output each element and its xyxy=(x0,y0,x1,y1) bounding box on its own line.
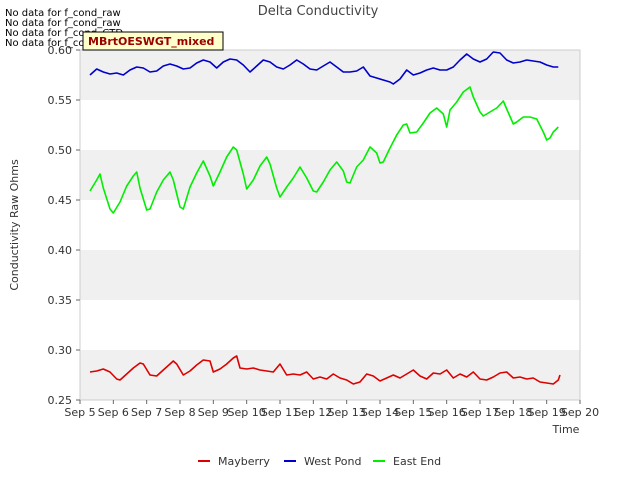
x-tick-label: Sep 12 xyxy=(294,406,332,419)
y-tick-label: 0.35 xyxy=(48,294,73,307)
x-tick-label: Sep 8 xyxy=(164,406,195,419)
legend-label: West Pond xyxy=(304,455,361,468)
site-badge-label: MBrtOESWGT_mixed xyxy=(88,35,214,48)
x-tick-label: Sep 14 xyxy=(361,406,399,419)
no-data-message: No data for f_cond_raw xyxy=(5,8,121,19)
x-tick-label: Sep 20 xyxy=(561,406,599,419)
x-tick-label: Sep 10 xyxy=(228,406,266,419)
y-tick-label: 0.45 xyxy=(48,194,73,207)
series-line-mayberry xyxy=(89,355,561,385)
grid-band xyxy=(80,50,580,100)
legend-item: Mayberry xyxy=(198,455,270,468)
chart-title: Delta Conductivity xyxy=(258,4,379,19)
y-tick-label: 0.40 xyxy=(48,244,73,257)
x-tick-label: Sep 13 xyxy=(328,406,366,419)
legend-label: East End xyxy=(393,455,441,468)
series-line-west-pond xyxy=(89,51,559,85)
x-tick-label: Sep 9 xyxy=(198,406,229,419)
legend-item: East End xyxy=(373,455,441,468)
x-tick-label: Sep 18 xyxy=(494,406,532,419)
x-tick-label: Sep 17 xyxy=(461,406,499,419)
x-tick-label: Sep 16 xyxy=(428,406,466,419)
series-line-east-end xyxy=(89,86,559,214)
grid-band xyxy=(80,300,580,350)
no-data-message: No data for f_cond_CTD xyxy=(5,28,124,39)
no-data-message: No data for f_cond_raw xyxy=(5,18,121,29)
x-tick-label: Sep 5 xyxy=(64,406,95,419)
series-layer xyxy=(89,51,561,385)
y-tick-label: 0.50 xyxy=(48,144,73,157)
y-tick-label: 0.30 xyxy=(48,344,73,357)
background-bands xyxy=(80,50,580,400)
legend-item: West Pond xyxy=(284,455,361,468)
site-badge-box xyxy=(82,31,224,51)
y-tick-label: 0.25 xyxy=(48,394,73,407)
site-badge: MBrtOESWGT_mixed xyxy=(82,31,224,51)
y-tick-label: 0.60 xyxy=(48,44,73,57)
grid-band xyxy=(80,100,580,150)
x-tick-label: Sep 19 xyxy=(528,406,566,419)
no-data-message: No data for f_cond_CTD xyxy=(5,38,124,49)
x-axis-label: Time xyxy=(552,423,580,436)
grid-band xyxy=(80,200,580,250)
x-tick-label: Sep 11 xyxy=(261,406,299,419)
x-tick-label: Sep 6 xyxy=(98,406,129,419)
y-tick-label: 0.55 xyxy=(48,94,73,107)
y-axis-label: Conductivity Raw Ohms xyxy=(8,159,21,291)
grid-band xyxy=(80,250,580,300)
legend-label: Mayberry xyxy=(218,455,270,468)
plot-frame xyxy=(79,49,581,401)
grid-band xyxy=(80,150,580,200)
legend: Mayberry West Pond East End xyxy=(198,455,441,468)
x-tick-label: Sep 7 xyxy=(131,406,162,419)
y-axis: 0.25 0.30 0.35 0.40 0.45 0.50 0.55 0.60 xyxy=(48,44,80,407)
x-tick-label: Sep 15 xyxy=(394,406,432,419)
